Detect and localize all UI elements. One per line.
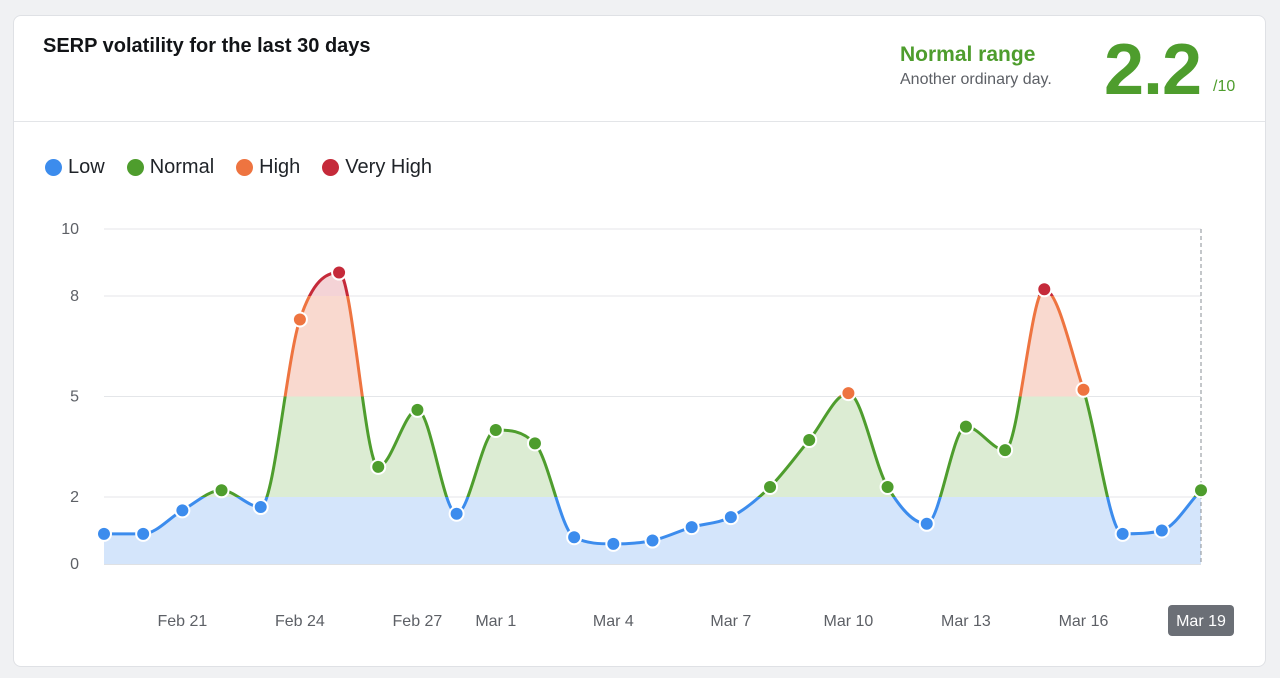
x-tick-label-mar-16: Mar 16 [1059,613,1109,630]
data-point[interactable] [370,458,387,475]
area-band-low [104,497,1201,564]
data-point[interactable] [487,422,504,438]
legend-dot-very-high [322,159,340,176]
x-tick-label-mar-7: Mar 7 [710,613,751,630]
data-point[interactable] [997,442,1014,459]
y-tick-label-10: 10 [61,221,79,238]
legend-item-low[interactable]: Low [45,156,105,179]
legend-label-normal: Normal [149,156,215,178]
data-point[interactable] [605,535,622,552]
range-status: Normal range Another ordinary day. [900,43,1052,89]
data-point[interactable] [448,505,465,522]
legend-dot-high [236,159,254,176]
volatility-chart[interactable]: 0 2 5 8 10 Feb 21 Feb 24 Feb 27 Mar 1 Mar 4 Mar 7 M… [14,16,1266,667]
volatility-score: 2.2 [1104,30,1202,110]
data-point[interactable] [252,499,269,516]
data-point[interactable] [957,418,974,435]
data-point[interactable] [566,529,583,546]
legend-label-very-high: Very High [345,156,433,178]
x-tick-label-mar-10: Mar 10 [823,613,873,630]
line-band-high [283,296,1087,397]
data-point[interactable] [879,478,896,495]
data-point[interactable] [1075,381,1092,398]
data-point[interactable] [331,264,348,281]
volatility-score-max: /10 [1213,78,1236,95]
data-point[interactable] [840,385,857,402]
range-description: Another ordinary day. [900,71,1052,88]
x-tick-label-mar-1: Mar 1 [475,613,516,630]
x-tick-label-mar-13: Mar 13 [941,613,991,630]
data-point[interactable] [683,519,700,536]
legend-dot-normal [126,159,144,176]
y-tick-label-8: 8 [70,288,79,305]
data-point[interactable] [174,502,191,519]
data-point[interactable] [291,311,308,328]
data-point[interactable] [1114,525,1131,542]
data-point[interactable] [96,525,112,542]
x-tick-label-feb-24: Feb 24 [275,613,325,630]
legend-item-high[interactable]: High [236,156,300,179]
data-point[interactable] [762,478,779,495]
data-point[interactable] [526,435,543,452]
data-point[interactable] [1153,522,1170,539]
data-point[interactable] [135,525,152,542]
y-tick-label-2: 2 [70,489,79,506]
area-band-normal [203,396,1201,497]
x-tick-label-mar-4: Mar 4 [593,613,634,630]
data-point[interactable] [1193,482,1209,499]
data-point[interactable] [801,432,818,449]
legend-item-very-high[interactable]: Very High [322,156,432,179]
x-tick-highlight-mar-19 [1168,605,1234,636]
data-point[interactable] [644,532,661,549]
y-tick-label-0: 0 [70,556,79,573]
card-title: SERP volatility for the last 30 days [43,35,371,57]
x-tick-label-feb-21: Feb 21 [157,613,207,630]
data-point[interactable] [1036,281,1053,298]
card-header: SERP volatility for the last 30 days Nor… [14,16,1265,122]
x-tick-label-mar-19: Mar 19 [1176,613,1226,630]
x-tick-label-feb-27: Feb 27 [393,613,443,630]
data-point[interactable] [213,482,230,499]
volatility-card: SERP volatility for the last 30 days Nor… [13,15,1266,667]
legend-item-normal[interactable]: Normal [126,156,215,179]
data-point[interactable] [918,515,935,532]
legend-label-high: High [259,156,301,178]
chart-legend: Low Normal High Very High [45,156,432,179]
y-tick-label-5: 5 [70,389,79,406]
data-point[interactable] [409,401,426,418]
data-point[interactable] [722,509,739,526]
legend-label-low: Low [68,156,105,178]
range-label: Normal range [900,43,1036,66]
legend-dot-low [45,159,62,176]
